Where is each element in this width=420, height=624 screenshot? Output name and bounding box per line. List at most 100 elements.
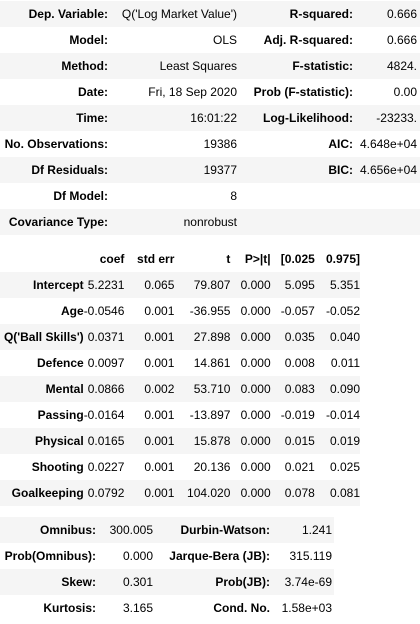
diagnostics-value-2: 315.119 [289, 549, 333, 563]
diagnostics-label-2: Prob(JB): [215, 575, 270, 589]
coef-cell: 53.710 [193, 382, 231, 396]
summary-label-2: Prob (F-statistic): [253, 85, 353, 99]
summary-row: Df Residuals: 19377 BIC: 4.656e+04 [0, 157, 420, 183]
summary-value: Fri, 18 Sep 2020 [148, 85, 237, 99]
coef-cell: 0.000 [240, 434, 271, 448]
diagnostics-row: Omnibus: 300.005 Durbin-Watson: 1.241 [0, 517, 334, 543]
coef-cell: 0.025 [329, 460, 360, 474]
coef-cell: 0.0866 [87, 382, 125, 396]
coef-cell: 20.136 [193, 460, 231, 474]
coef-cell: 0.001 [144, 434, 175, 448]
summary-label: Model: [69, 33, 108, 47]
coef-cell: 0.015 [284, 434, 315, 448]
summary-row: Model: OLS Adj. R-squared: 0.666 [0, 27, 420, 53]
coef-variable-name: Age [61, 304, 84, 318]
coef-column-header: [0.025 [280, 252, 315, 266]
summary-label-2: F-statistic: [292, 59, 353, 73]
summary-value: 16:01:22 [190, 111, 237, 125]
coef-cell: -0.052 [325, 304, 360, 318]
summary-value: 19386 [203, 137, 237, 151]
summary-label: No. Observations: [4, 137, 108, 151]
summary-row: No. Observations: 19386 AIC: 4.648e+04 [0, 131, 420, 157]
diagnostics-value-2: 1.241 [301, 523, 332, 537]
summary-label: Method: [61, 59, 108, 73]
coef-cell: -13.897 [189, 408, 231, 422]
diagnostics-value-2: 3.74e-69 [284, 575, 332, 589]
coef-row: Age -0.0546 0.001 -36.955 0.000 -0.057 -0.052 [0, 298, 360, 324]
diagnostics-label: Skew: [61, 575, 96, 589]
summary-label: Df Model: [53, 189, 108, 203]
coef-cell: 0.081 [329, 486, 360, 500]
summary-value: 19377 [203, 163, 237, 177]
diagnostics-label-2: Durbin-Watson: [180, 523, 270, 537]
coef-column-header: coef [99, 252, 125, 266]
summary-row: Covariance Type: nonrobust [0, 209, 420, 235]
summary-label-2 [243, 209, 353, 235]
coef-cell: 0.0792 [87, 486, 125, 500]
coef-cell: -0.0546 [83, 304, 125, 318]
coef-cell: -0.019 [280, 408, 315, 422]
coef-cell: -0.0164 [83, 408, 125, 422]
coef-cell: 0.000 [240, 304, 271, 318]
summary-row: Dep. Variable: Q('Log Market Value') R-squ… [0, 1, 420, 27]
coef-variable-name: Intercept [33, 278, 84, 292]
coef-cell: 0.065 [144, 278, 175, 292]
summary-label-2: Adj. R-squared: [263, 33, 353, 47]
coef-variable-name: Defence [37, 356, 84, 370]
model-summary-table: Dep. Variable: Q('Log Market Value') R-squ… [0, 1, 420, 235]
coef-cell: 0.001 [144, 460, 175, 474]
summary-value: nonrobust [183, 215, 237, 229]
summary-label: Time: [76, 111, 108, 125]
coef-row: Physical 0.0165 0.001 15.878 0.000 0.015 0.019 [0, 428, 360, 454]
coef-row: Intercept 5.2231 0.065 79.807 0.000 5.095 5.35… [0, 272, 360, 298]
coef-cell: 0.0371 [87, 330, 125, 344]
summary-value-2 [353, 183, 420, 209]
diagnostics-label: Prob(Omnibus): [4, 549, 96, 563]
diagnostics-row: Skew: 0.301 Prob(JB): 3.74e-69 [0, 569, 334, 595]
coef-cell: 5.351 [329, 278, 360, 292]
diagnostics-value: 0.000 [122, 549, 153, 563]
coef-column-header: t [226, 252, 231, 266]
coef-cell: -36.955 [189, 304, 231, 318]
coef-variable-name: Shooting [31, 460, 84, 474]
coef-cell: 0.001 [144, 408, 175, 422]
summary-value: Least Squares [159, 59, 237, 73]
diagnostics-label-2: Jarque-Bera (JB): [169, 549, 270, 563]
summary-row: Time: 16:01:22 Log-Likelihood: -23233. [0, 105, 420, 131]
diagnostics-row: Kurtosis: 3.165 Cond. No. 1.58e+03 [0, 595, 334, 621]
coef-cell: 15.878 [193, 434, 231, 448]
summary-value-2: -23233. [376, 111, 417, 125]
coef-cell: 27.898 [193, 330, 231, 344]
coef-column-header [0, 246, 84, 272]
coef-column-header: std err [137, 252, 175, 266]
coef-variable-name: Q('Ball Skills') [3, 330, 84, 344]
summary-label: Date: [77, 85, 108, 99]
coef-cell: 0.083 [284, 382, 315, 396]
summary-row: Date: Fri, 18 Sep 2020 Prob (F-statistic):… [0, 79, 420, 105]
summary-label-2: AIC: [328, 137, 353, 151]
coef-cell: 5.095 [284, 278, 315, 292]
coef-cell: 0.000 [240, 278, 271, 292]
coef-cell: 5.2231 [87, 278, 125, 292]
summary-row: Df Model: 8 [0, 183, 420, 209]
coef-cell: -0.057 [280, 304, 315, 318]
coef-row: Passing -0.0164 0.001 -13.897 0.000 -0.019 -0.… [0, 402, 360, 428]
summary-label: Covariance Type: [8, 215, 108, 229]
summary-value: Q('Log Market Value') [121, 7, 237, 21]
coef-variable-name: Physical [34, 434, 84, 448]
coef-column-header: P>|t| [244, 252, 271, 266]
coef-cell: 0.000 [240, 460, 271, 474]
summary-value-2: 0.666 [386, 33, 417, 47]
summary-row: Method: Least Squares F-statistic: 4824. [0, 53, 420, 79]
coef-cell: 0.0227 [87, 460, 125, 474]
coef-cell: 79.807 [193, 278, 231, 292]
coef-cell: -0.014 [325, 408, 360, 422]
coef-variable-name: Passing [37, 408, 84, 422]
summary-label: Df Residuals: [31, 163, 108, 177]
coef-cell: 0.078 [284, 486, 315, 500]
summary-value-2: 4824. [386, 59, 417, 73]
summary-label: Dep. Variable: [28, 7, 108, 21]
coef-cell: 0.040 [329, 330, 360, 344]
coef-row: Goalkeeping 0.0792 0.001 104.020 0.000 0.078 0… [0, 480, 360, 506]
